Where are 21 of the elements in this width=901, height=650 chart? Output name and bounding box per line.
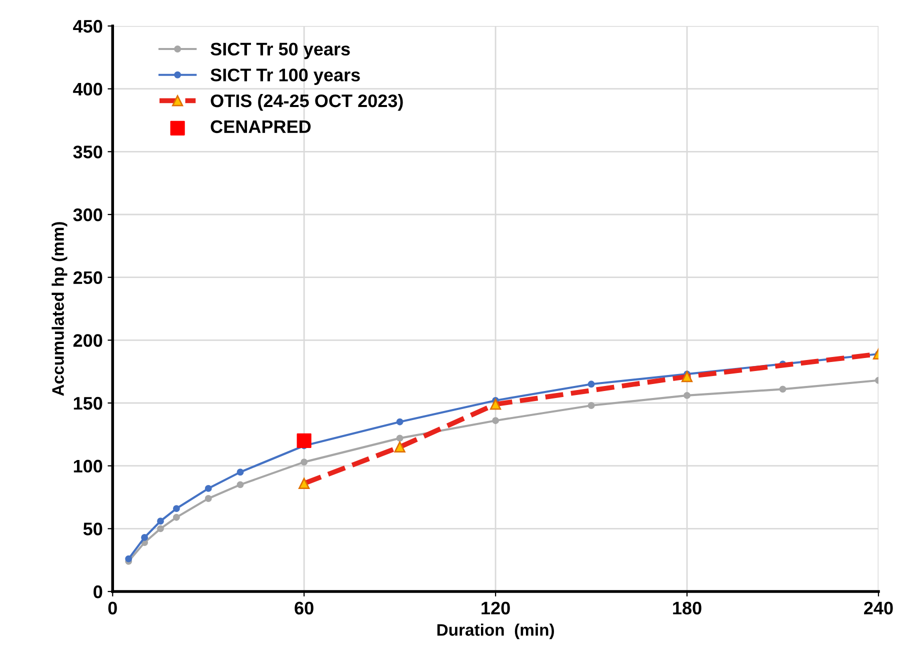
y-tick-label: 0 (94, 585, 102, 598)
y-tick-label: 100 (74, 460, 102, 473)
y-tick-label: 200 (73, 334, 102, 347)
y-tick-label: 250 (73, 271, 102, 284)
legend-label: SICT Tr 100 years (210, 68, 360, 85)
x-tick-label: 240 (864, 602, 893, 614)
x-axis-title: Duration (min) (437, 624, 554, 640)
legend-label: SICT Tr 50 years (210, 42, 350, 60)
x-tick-label: 180 (673, 602, 702, 614)
x-tick-label: 120 (482, 602, 510, 614)
x-tick-label: 60 (294, 602, 314, 614)
y-tick-label: 350 (73, 146, 102, 158)
y-axis-title: Accumulated hp (mm) (52, 222, 68, 396)
y-tick-label: 150 (74, 396, 102, 410)
y-tick-label: 450 (73, 20, 102, 33)
legend-label: CENAPRED (210, 120, 311, 134)
x-tick-label: 0 (108, 602, 117, 614)
legend-label: OTIS (24-25 OCT 2023) (210, 94, 403, 111)
y-tick-label: 300 (73, 208, 102, 222)
y-tick-label: 400 (73, 82, 102, 96)
y-tick-label: 50 (83, 522, 102, 536)
